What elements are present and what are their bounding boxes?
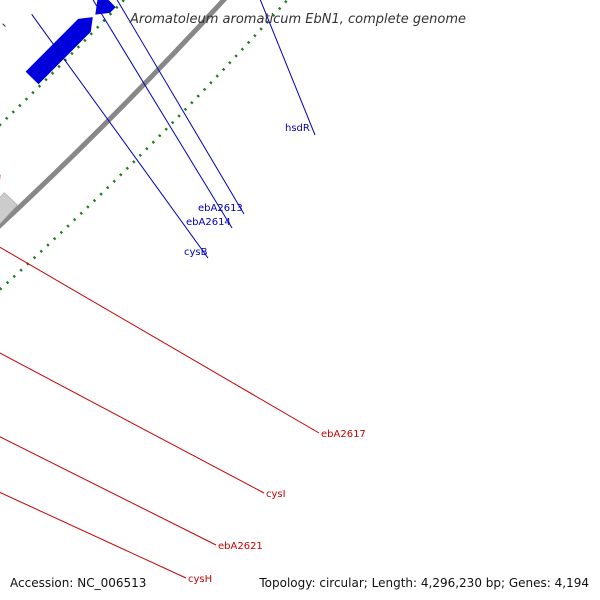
gene-label-eba2614[interactable]: ebA2614 [186,217,231,228]
gene-label-eba2621[interactable]: ebA2621 [218,541,263,552]
tick-mark [2,23,6,27]
label-leader-line [92,0,233,229]
feature-tracks [0,0,116,251]
cds-reverse-ebA2617[interactable] [0,192,18,251]
gene-label-hsdr[interactable]: hsdR [285,123,310,134]
label-leader-line [0,491,187,579]
label-leader-line [0,246,320,434]
gc-content-track [0,0,289,292]
genome-backbone [0,0,227,229]
accession-text: Accession: NC_006513 [10,576,146,590]
cds-forward-ebA2614[interactable] [95,0,116,15]
gc-dots-inner-right [0,0,289,292]
backbone-track [0,0,227,229]
label-leader-line [0,352,265,494]
gene-label-track: hsdRebA2613ebA2614cysBebA2617cysIebA2621… [0,0,366,585]
label-leader-line [116,0,245,215]
gene-label-eba2617[interactable]: ebA2617 [321,429,366,440]
topology-summary: Topology: circular; Length: 4,296,230 bp… [258,576,589,590]
gene-label-cysh[interactable]: cysH [188,574,212,585]
label-leader-line [0,436,217,546]
gene-label-cysi[interactable]: cysI [266,489,286,500]
cds-reverse-1[interactable] [0,174,1,226]
map-title: Aromatoleum aromaticum EbN1, complete ge… [129,12,466,27]
tick-track: 1556 kbp1557 kbp1558 kbp1559 kbp1560 kbp… [2,23,6,27]
cds-forward-cysB[interactable] [25,17,93,85]
label-leader-line [259,0,316,136]
gene-label-cysb[interactable]: cysB [184,247,208,258]
label-leader-line [31,13,209,259]
